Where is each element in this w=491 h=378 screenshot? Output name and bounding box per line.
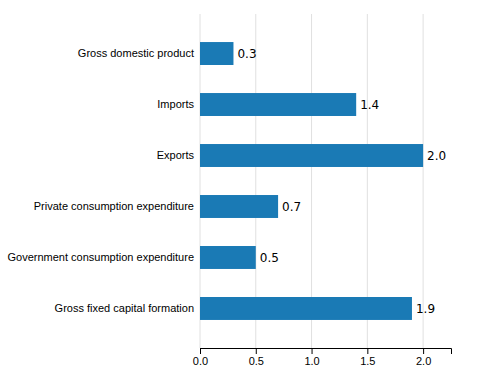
data-label: 0.7 xyxy=(282,200,301,214)
data-label: 0.3 xyxy=(237,47,256,61)
x-tick-label: 1.5 xyxy=(360,355,375,367)
x-tick-label: 1.0 xyxy=(304,355,319,367)
y-tick: Exports xyxy=(157,149,195,161)
x-tick-mark xyxy=(423,348,424,354)
bar xyxy=(200,246,256,269)
x-tick: 0.0 xyxy=(193,348,208,367)
x-tick: 2.0 xyxy=(416,348,431,367)
x-tick: 1.0 xyxy=(304,348,319,367)
bar xyxy=(200,93,356,116)
y-tick-label: Imports xyxy=(157,98,194,110)
x-axis: 0.0 0.5 1.0 1.5 2.0 xyxy=(193,348,452,367)
x-tick: 0.5 xyxy=(249,348,264,367)
data-labels: 1.9 0.5 0.7 2.0 1.4 0.3 xyxy=(237,47,446,316)
x-tick-mark xyxy=(367,348,368,354)
bar xyxy=(200,297,412,320)
bar xyxy=(200,42,233,65)
chart: 0.0 0.5 1.0 1.5 2.0 Gross fixed capital forma… xyxy=(0,0,491,378)
data-label: 1.4 xyxy=(360,98,379,112)
data-label: 0.5 xyxy=(260,251,279,265)
y-tick: Imports xyxy=(157,98,194,110)
y-tick: Gross fixed capital formation xyxy=(55,302,194,314)
x-tick: 1.5 xyxy=(360,348,375,367)
x-tick-label: 2.0 xyxy=(416,355,431,367)
bar xyxy=(200,195,278,218)
y-tick-label: Gross domestic product xyxy=(78,47,194,59)
x-tick-label: 0.5 xyxy=(249,355,264,367)
y-tick: Government consumption expenditure xyxy=(8,251,195,263)
y-tick: Private consumption expenditure xyxy=(34,200,194,212)
x-tick-mark xyxy=(256,348,257,354)
data-label: 2.0 xyxy=(427,149,446,163)
x-axis-line xyxy=(201,349,452,355)
y-tick-label: Government consumption expenditure xyxy=(8,251,195,263)
grid xyxy=(200,14,423,348)
x-tick-mark xyxy=(200,348,201,354)
data-label: 1.9 xyxy=(416,302,435,316)
y-tick-label: Private consumption expenditure xyxy=(34,200,194,212)
y-tick-label: Exports xyxy=(157,149,195,161)
plot: 0.0 0.5 1.0 1.5 2.0 Gross fixed capital forma… xyxy=(8,14,452,367)
y-tick-label: Gross fixed capital formation xyxy=(55,302,194,314)
bar xyxy=(200,144,423,167)
x-tick-mark xyxy=(312,348,313,354)
y-tick: Gross domestic product xyxy=(78,47,194,59)
y-axis: Gross fixed capital formation Government … xyxy=(8,47,195,314)
x-tick-label: 0.0 xyxy=(193,355,208,367)
grid-line xyxy=(423,14,424,348)
bars xyxy=(200,42,423,320)
